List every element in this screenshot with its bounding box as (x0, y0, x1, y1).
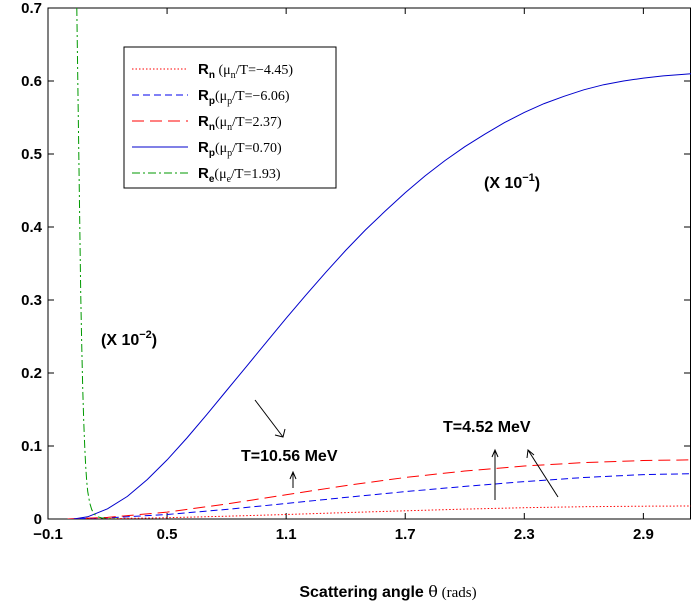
x-axis-title-main: Scattering angle (299, 584, 428, 601)
series-line-5 (76, 8, 118, 519)
x-tick-label: 1.1 (276, 526, 297, 543)
scale-minus2-exp: −2 (139, 329, 152, 341)
scale-minus1-base: (X 10 (484, 175, 522, 192)
legend-label-1: Rn (μn/T=−4.45) (198, 61, 293, 81)
legend-label-2: Rp(μp/T=−6.06) (198, 87, 290, 107)
legend: Rn (μn/T=−4.45) Rp(μp/T=−6.06) Rn(μn/T=2.3… (123, 46, 337, 189)
scale-annotation-minus1: (X 10−1) (484, 172, 540, 192)
legend-label-3: Rn(μn/T=2.37) (198, 113, 282, 133)
scale-annotation-minus2: (X 10−2) (101, 329, 157, 349)
y-tick-label: 0 (34, 511, 42, 528)
x-axis-title: Scattering angle θ (rads) (299, 582, 476, 601)
x-tick-label: 1.7 (395, 526, 416, 543)
y-tick-label: 0.6 (21, 73, 42, 90)
series-line-2 (67, 473, 691, 519)
x-tick-label: 0.5 (157, 526, 178, 543)
series-line-3 (67, 459, 691, 519)
x-tick-label: 2.9 (633, 526, 654, 543)
y-tick-label: 0.3 (21, 292, 42, 309)
arrow-high-to-solid-head (274, 428, 286, 438)
x-tick-label: −0.1 (33, 526, 63, 543)
series-line-4 (73, 73, 691, 519)
y-tick-label: 0.2 (21, 365, 42, 382)
scale-minus2-close: ) (152, 332, 157, 349)
x-tick-label: 2.3 (514, 526, 535, 543)
y-tick-label: 0.5 (21, 146, 42, 163)
arrow-low-up-head (491, 448, 499, 458)
y-tick-label: 0.4 (21, 219, 43, 236)
legend-label-5: Re(μe/T=1.93) (198, 165, 281, 185)
arrow-high-up-head (289, 470, 297, 480)
arrow-low-to-dashed (527, 449, 559, 498)
scale-minus1-close: ) (535, 175, 540, 192)
series-lines (67, 8, 691, 519)
series-line-1 (67, 505, 691, 519)
temperature-label-high: T=10.56 MeV (241, 448, 338, 465)
scale-minus1-exp: −1 (522, 172, 535, 184)
x-axis-title-symbol: θ (428, 582, 438, 601)
arrow-high-to-solid (254, 399, 284, 438)
axis-ticks: −0.1 0.5 1.1 1.7 2.3 2.9 0 0.1 0.2 0.3 0.4 0.5 0.6 0.… (21, 0, 690, 543)
scale-minus2-base: (X 10 (101, 332, 139, 349)
arrow-low-to-dashed-head (526, 449, 535, 459)
annotations: (X 10−1) (X 10−2) T=10.56 MeV T=4.52 MeV (101, 172, 559, 500)
x-axis-title-unit: (rads) (438, 585, 477, 601)
legend-box (123, 46, 337, 189)
y-tick-label: 0.7 (21, 0, 42, 17)
legend-label-4: Rp(μp/T=0.70) (198, 139, 282, 159)
temperature-label-low: T=4.52 MeV (443, 419, 531, 436)
annotation-arrows (254, 399, 559, 500)
y-tick-label: 0.1 (21, 438, 42, 455)
